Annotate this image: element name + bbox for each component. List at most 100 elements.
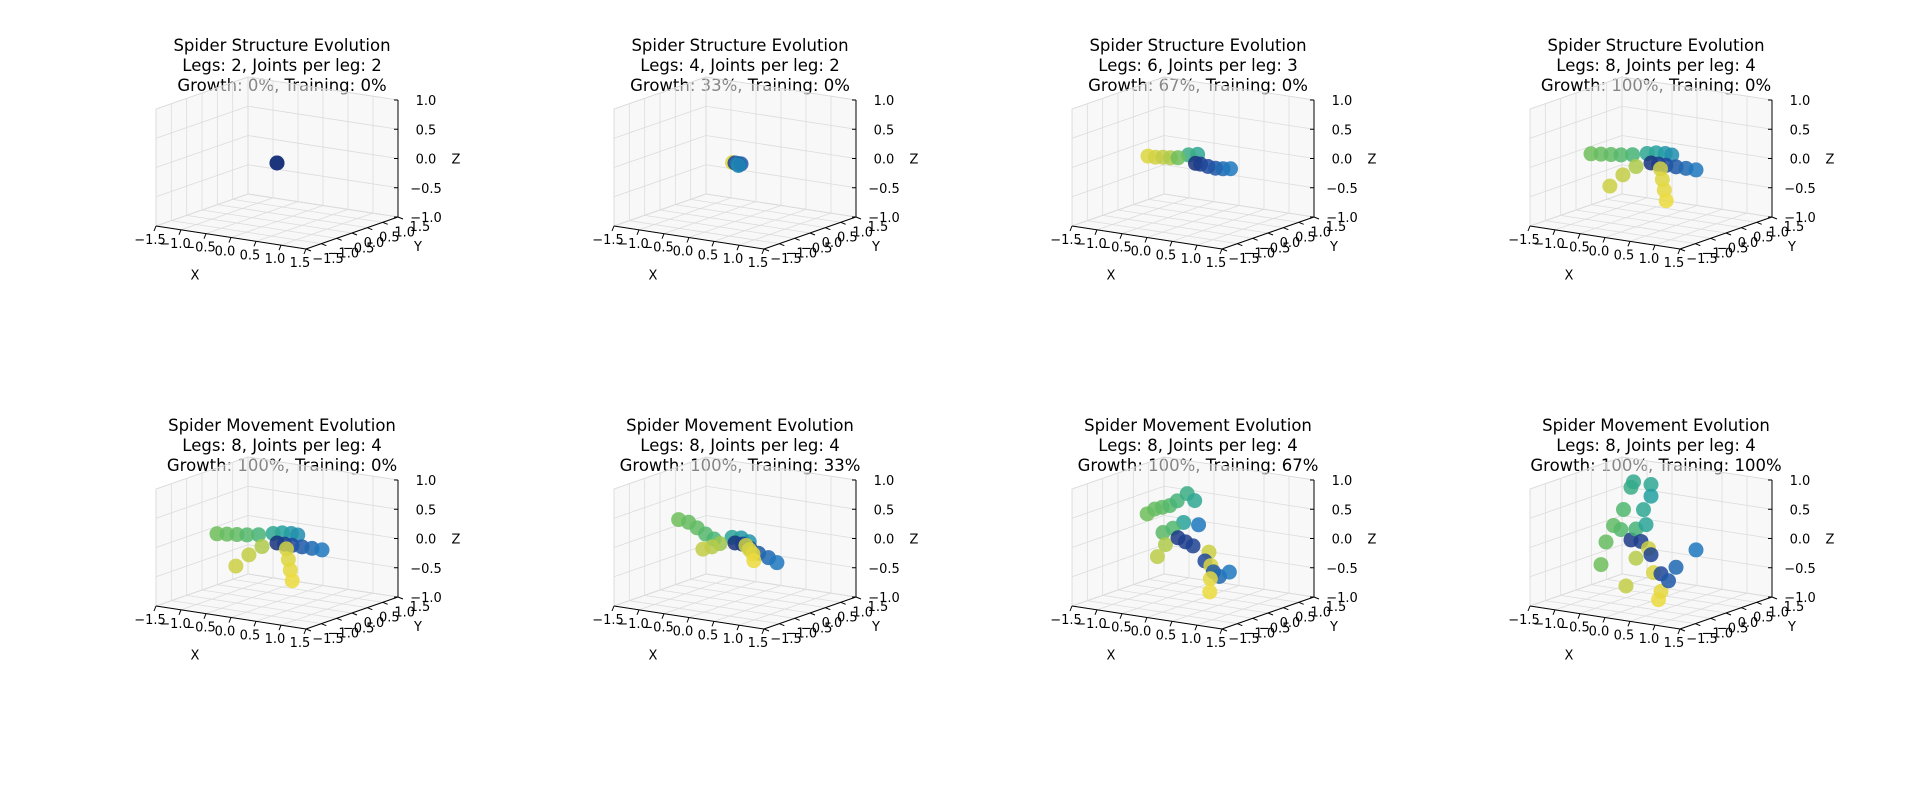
- z-tick-label: −1.0: [410, 591, 442, 606]
- x-tick: [636, 229, 640, 236]
- y-tick-label: −1.0: [1702, 627, 1734, 642]
- grid-line: [155, 76, 249, 110]
- grid-line: [1575, 589, 1727, 614]
- x-tick: [711, 241, 715, 247]
- grid-line: [1529, 164, 1623, 198]
- x-tick-label: −0.5: [642, 241, 674, 256]
- chart-subtitle-line: Legs: 4, Joints per leg: 2: [640, 56, 840, 75]
- y-tick: [1725, 232, 1732, 236]
- y-tick-label: −0.5: [801, 621, 833, 636]
- grid-line: [1621, 135, 1773, 159]
- x-tick-label: 0.0: [1589, 625, 1610, 640]
- y-tick-label: 0.0: [1280, 616, 1301, 631]
- grid-line: [705, 515, 857, 539]
- grid-line: [1529, 515, 1623, 548]
- y-tick-label: 1.0: [852, 225, 873, 240]
- y-tick: [1267, 232, 1274, 236]
- grid-line: [705, 135, 857, 159]
- y-tick-label: 1.0: [1310, 225, 1331, 240]
- chart-subtitle-line: Legs: 8, Joints per leg: 4: [1556, 56, 1756, 75]
- y-tick-label: −1.0: [786, 247, 818, 262]
- grid-line: [1529, 76, 1623, 110]
- y-tick: [321, 243, 327, 247]
- chart-title: Spider Structure Evolution: [631, 36, 849, 55]
- x-tick-label: 1.5: [748, 636, 769, 651]
- x-tick-label: 0.0: [673, 625, 694, 640]
- grid-line: [217, 584, 368, 609]
- grid-line: [247, 456, 399, 481]
- x-tick: [203, 233, 207, 239]
- y-tick-label: −0.5: [801, 241, 833, 256]
- grid-line: [155, 515, 249, 548]
- data-point: [269, 155, 285, 171]
- grid-line: [247, 105, 399, 130]
- x-tick: [1627, 241, 1631, 247]
- x-tick-label: 1.5: [1206, 256, 1227, 271]
- y-tick-label: 0.5: [1295, 231, 1316, 246]
- axes-3d: −1.5−1.0−0.50.0 0.5 1.0 1.5X−1.5−1.0−0.50.0…: [1050, 456, 1377, 664]
- y-tick: [1283, 607, 1289, 611]
- z-tick-label: −1.0: [868, 591, 900, 606]
- data-point: [1688, 162, 1704, 178]
- grid-line: [1071, 456, 1165, 490]
- data-point: [1643, 477, 1659, 492]
- z-axis-label: Z: [1826, 533, 1835, 548]
- z-tick-label: 1.0: [1332, 474, 1353, 489]
- y-tick: [763, 628, 770, 632]
- x-tick: [228, 617, 232, 623]
- x-tick-label: 0.0: [1589, 245, 1610, 260]
- y-tick-label: −1.0: [1244, 627, 1276, 642]
- x-axis-label: X: [1107, 649, 1116, 664]
- x-tick: [303, 628, 307, 635]
- data-point: [1170, 150, 1186, 166]
- x-tick: [203, 613, 207, 619]
- y-tick-label: 1.0: [394, 605, 415, 620]
- chart-title: Spider Movement Evolution: [1084, 416, 1312, 435]
- data-point: [1688, 542, 1704, 558]
- x-tick-label: 0.5: [240, 248, 261, 263]
- z-tick-label: 0.5: [1790, 503, 1811, 518]
- y-tick: [305, 628, 312, 632]
- y-tick-label: −1.5: [1686, 252, 1718, 267]
- grid-line: [705, 193, 857, 218]
- x-tick: [611, 605, 615, 612]
- x-tick-label: 1.0: [723, 252, 744, 267]
- y-tick: [1267, 612, 1274, 616]
- y-tick-label: −1.5: [1228, 632, 1260, 647]
- y-tick-label: 0.5: [837, 611, 858, 626]
- x-tick-label: −0.5: [184, 621, 216, 636]
- grid-line: [155, 193, 249, 227]
- z-tick-label: 1.0: [1790, 94, 1811, 109]
- x-tick-label: 0.0: [215, 625, 236, 640]
- z-axis-label: Z: [1826, 153, 1835, 168]
- y-tick-label: 0.5: [379, 231, 400, 246]
- chart-title: Spider Movement Evolution: [168, 416, 396, 435]
- y-tick: [351, 612, 358, 616]
- x-tick: [1144, 617, 1148, 623]
- y-tick-label: 1.0: [1768, 225, 1789, 240]
- x-tick-label: 1.0: [1181, 252, 1202, 267]
- grid-line: [1071, 573, 1165, 607]
- x-tick: [1194, 624, 1198, 631]
- grid-line: [155, 573, 249, 607]
- x-tick: [278, 624, 282, 631]
- grid-line: [1621, 456, 1773, 481]
- x-tick: [711, 621, 715, 627]
- data-point: [1191, 517, 1207, 533]
- chart-title-block: Spider Movement Evolution Legs: 8, Joints…: [510, 416, 970, 476]
- z-tick-label: −0.5: [1326, 182, 1358, 197]
- y-tick: [1221, 248, 1228, 252]
- z-axis-label: Z: [452, 153, 461, 168]
- x-tick: [1169, 241, 1173, 247]
- y-tick-label: 0.0: [1738, 616, 1759, 631]
- x-tick-label: −1.0: [159, 617, 191, 632]
- grid-line: [1529, 456, 1623, 490]
- grid-line: [1529, 193, 1623, 227]
- y-tick: [1252, 617, 1258, 621]
- x-tick-label: 1.0: [1639, 252, 1660, 267]
- y-tick-label: 1.5: [1784, 600, 1805, 615]
- grid-line: [1071, 164, 1165, 198]
- chart-title: Spider Structure Evolution: [1547, 36, 1765, 55]
- y-tick-label: 0.0: [1280, 236, 1301, 251]
- y-tick-label: 0.0: [364, 616, 385, 631]
